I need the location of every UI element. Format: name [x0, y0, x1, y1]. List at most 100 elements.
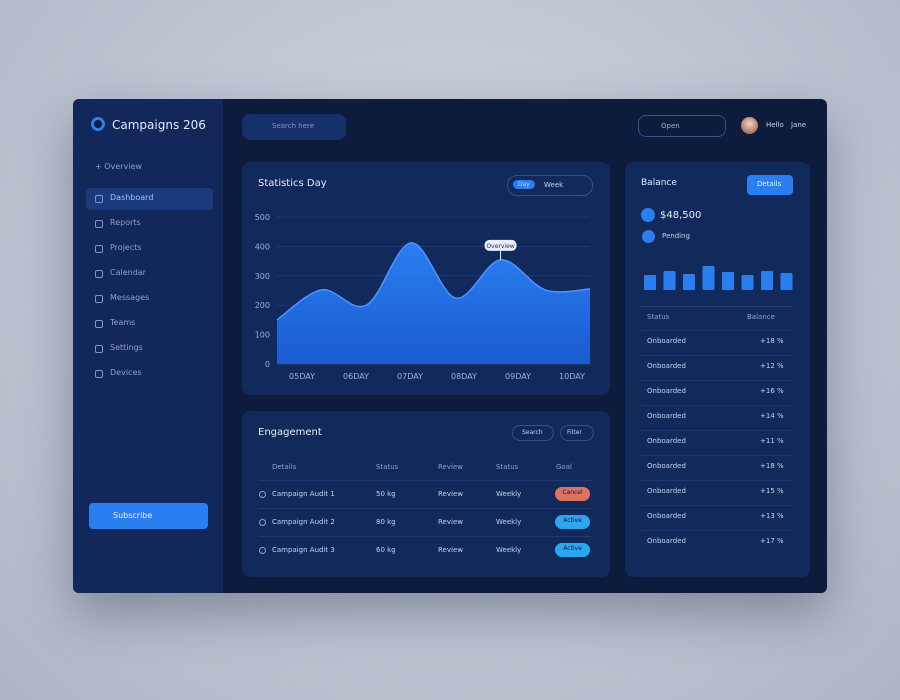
- y-tick-label: 0: [265, 360, 270, 369]
- x-tick-label: 07DAY: [397, 372, 423, 381]
- nav-item[interactable]: Projects: [86, 238, 213, 260]
- nav-label: Devices: [110, 368, 142, 377]
- bar: [644, 275, 656, 290]
- status-pill[interactable]: Active: [555, 515, 590, 529]
- details-button[interactable]: Details: [747, 175, 793, 195]
- list-divider: [641, 430, 793, 431]
- table-header: Details: [272, 463, 297, 471]
- legend-value: $48,500: [660, 210, 702, 221]
- y-tick-label: 500: [255, 213, 270, 222]
- list-divider: [641, 530, 793, 531]
- list-divider: [641, 455, 793, 456]
- x-tick-label: 10DAY: [559, 372, 585, 381]
- x-tick-label: 09DAY: [505, 372, 531, 381]
- x-tick-label: 05DAY: [289, 372, 315, 381]
- list-value: +18 %: [760, 337, 784, 345]
- list-value: +14 %: [760, 412, 784, 420]
- filter-button[interactable]: Open: [638, 115, 726, 137]
- list-header: Status: [647, 313, 670, 321]
- list-value: +12 %: [760, 362, 784, 370]
- list-name: Onboarded: [647, 337, 686, 345]
- search-text: Search here: [272, 122, 315, 130]
- nav-icon: [95, 220, 103, 228]
- logo: [91, 117, 105, 131]
- legend-label: Pending: [662, 232, 690, 240]
- row-divider: [258, 508, 593, 509]
- list-divider: [641, 306, 793, 307]
- sidebar-button[interactable]: Subscribe: [89, 503, 208, 529]
- list-name: Onboarded: [647, 362, 686, 370]
- nav-item[interactable]: Teams: [86, 313, 213, 335]
- table-cell: 60 kg: [376, 546, 396, 554]
- row-divider: [258, 480, 593, 481]
- toggle-option[interactable]: Day: [513, 180, 535, 189]
- list-name: Onboarded: [647, 412, 686, 420]
- chart-title: Statistics Day: [258, 178, 327, 189]
- table-header: Status: [376, 463, 399, 471]
- nav-item[interactable]: Dashboard: [86, 188, 213, 210]
- nav-icon: [95, 195, 103, 203]
- list-divider: [641, 355, 793, 356]
- list-name: Onboarded: [647, 487, 686, 495]
- list-divider: [641, 380, 793, 381]
- nav-label: Reports: [110, 218, 141, 227]
- list-value: +17 %: [760, 537, 784, 545]
- avatar: [741, 117, 758, 134]
- table-cell: Campaign Audit 3: [272, 546, 335, 554]
- bar: [702, 266, 715, 290]
- y-tick-label: 100: [255, 331, 270, 340]
- toggle-option[interactable]: Week: [544, 181, 564, 189]
- nav-icon: [95, 245, 103, 253]
- list-value: +11 %: [760, 437, 784, 445]
- x-tick-label: 08DAY: [451, 372, 477, 381]
- nav-item[interactable]: Settings: [86, 338, 213, 360]
- status-pill[interactable]: Active: [555, 543, 590, 557]
- table-title: Engagement: [258, 427, 322, 438]
- table-cell: Weekly: [496, 546, 522, 554]
- nav-label: Dashboard: [110, 193, 154, 202]
- filter-text: Open: [661, 122, 680, 130]
- callout: [484, 239, 517, 251]
- button-label: Subscribe: [113, 511, 153, 520]
- nav-icon: [95, 370, 103, 378]
- table-cell: Campaign Audit 1: [272, 490, 335, 498]
- list-divider: [641, 505, 793, 506]
- list-name: Onboarded: [647, 387, 686, 395]
- user-name: Hello: [766, 121, 784, 129]
- table-filter[interactable]: Search: [512, 425, 554, 441]
- y-tick-label: 300: [255, 272, 270, 281]
- summary-title: Balance: [641, 178, 677, 188]
- nav-item[interactable]: Devices: [86, 363, 213, 385]
- row-icon: [259, 547, 266, 554]
- search[interactable]: Search here: [242, 114, 346, 140]
- legend-dot: [642, 230, 655, 243]
- nav-icon: [95, 295, 103, 303]
- status-pill[interactable]: Cancel: [555, 487, 590, 501]
- row-icon: [259, 519, 266, 526]
- list-value: +18 %: [760, 462, 784, 470]
- list-divider: [641, 480, 793, 481]
- row-icon: [259, 491, 266, 498]
- list-name: Onboarded: [647, 537, 686, 545]
- section-label: + Overview: [95, 162, 142, 171]
- list-value: +16 %: [760, 387, 784, 395]
- brand: Campaigns 206: [112, 118, 206, 132]
- y-tick-label: 400: [255, 242, 270, 251]
- table-header: Status: [496, 463, 519, 471]
- table-cell: Review: [438, 546, 463, 554]
- nav-item[interactable]: Messages: [86, 288, 213, 310]
- list-divider: [641, 330, 793, 331]
- area: [277, 242, 590, 364]
- x-tick-label: 06DAY: [343, 372, 369, 381]
- table-cell: Review: [438, 490, 463, 498]
- list-divider: [641, 405, 793, 406]
- nav-item[interactable]: Reports: [86, 213, 213, 235]
- table-filter[interactable]: Filter: [560, 425, 594, 441]
- bar: [722, 272, 734, 290]
- table-cell: 80 kg: [376, 518, 396, 526]
- nav-item[interactable]: Calendar: [86, 263, 213, 285]
- nav-label: Messages: [110, 293, 150, 302]
- row-divider: [258, 536, 593, 537]
- list-name: Onboarded: [647, 437, 686, 445]
- user-name-2: Jane: [791, 121, 807, 129]
